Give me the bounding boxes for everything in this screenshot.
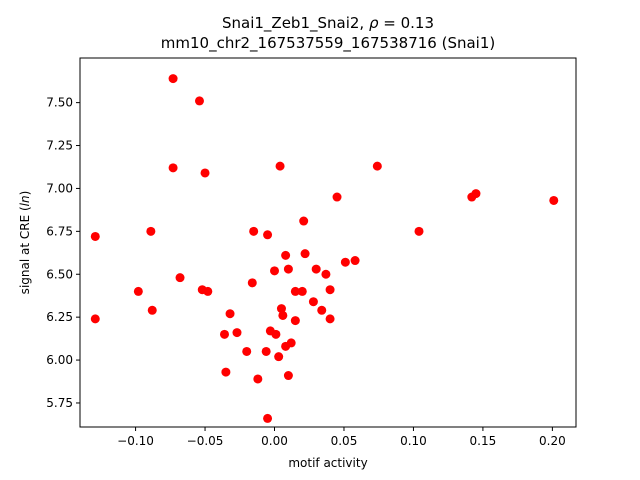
data-point (372, 161, 382, 171)
y-axis-ticks: 5.75 6.00 6.25 6.50 6.75 7.00 7.25 7.50 (46, 96, 80, 410)
x-tick-label: 0.15 (470, 434, 497, 448)
data-point (549, 195, 559, 205)
title-rho-symbol: ρ (369, 14, 379, 32)
data-point (281, 250, 291, 260)
data-point (253, 374, 263, 384)
data-point (321, 269, 331, 279)
y-label-suffix: ) (18, 191, 32, 196)
data-point (221, 367, 231, 377)
data-point (147, 305, 157, 315)
x-tick-label: −0.05 (187, 434, 224, 448)
y-tick-label: 6.75 (46, 224, 73, 238)
data-point (168, 163, 178, 173)
data-point (350, 256, 360, 266)
data-point (311, 264, 321, 274)
data-point (203, 286, 213, 296)
data-point (242, 346, 252, 356)
y-tick-label: 6.50 (46, 267, 73, 281)
data-point (133, 286, 143, 296)
x-axis-ticks: −0.10 −0.05 0.00 0.05 0.10 0.15 0.20 (117, 427, 566, 448)
data-point (263, 413, 273, 423)
data-point (297, 286, 307, 296)
data-point (325, 285, 335, 295)
plot-frame (79, 57, 577, 428)
data-point (200, 168, 210, 178)
data-point (290, 316, 300, 326)
data-point (274, 352, 284, 362)
data-point (194, 96, 204, 106)
data-point (90, 231, 100, 241)
y-label-prefix: signal at CRE ( (18, 206, 32, 294)
data-point (175, 273, 185, 283)
title-rho-value: = 0.13 (378, 14, 434, 32)
data-point (263, 230, 273, 240)
data-point (276, 304, 286, 314)
x-tick-label: −0.10 (117, 434, 154, 448)
data-point (90, 314, 100, 324)
data-point (146, 226, 156, 236)
data-point (275, 161, 285, 171)
data-point (249, 226, 259, 236)
y-tick-label: 6.25 (46, 310, 73, 324)
y-tick-label: 6.00 (46, 353, 73, 367)
data-point (308, 297, 318, 307)
data-point (270, 266, 280, 276)
data-point (247, 278, 257, 288)
y-tick-label: 5.75 (46, 396, 73, 410)
data-point (283, 371, 293, 381)
data-point (225, 309, 235, 319)
data-point (283, 264, 293, 274)
data-point (332, 192, 342, 202)
data-point (300, 249, 310, 259)
y-tick-label: 7.25 (46, 139, 73, 153)
title-prefix: Snai1_Zeb1_Snai2, (222, 14, 369, 33)
y-axis-label: signal at CRE (ln) (18, 191, 32, 295)
data-point (219, 329, 229, 339)
chart-title-line1: Snai1_Zeb1_Snai2, ρ = 0.13 (222, 14, 434, 33)
data-point (286, 338, 296, 348)
data-point (414, 226, 424, 236)
x-tick-label: 0.00 (261, 434, 288, 448)
y-tick-label: 7.50 (46, 96, 73, 110)
data-point (299, 216, 309, 226)
data-point (232, 328, 242, 338)
data-point (471, 189, 481, 199)
data-point (340, 257, 350, 267)
x-axis-label: motif activity (288, 456, 367, 470)
data-point (261, 346, 271, 356)
data-point (271, 329, 281, 339)
data-point (290, 286, 300, 296)
data-point (278, 310, 288, 320)
y-tick-label: 7.00 (46, 181, 73, 195)
data-points (90, 74, 559, 423)
x-tick-label: 0.10 (400, 434, 427, 448)
data-point (317, 305, 327, 315)
data-point (168, 74, 178, 84)
x-tick-label: 0.05 (331, 434, 358, 448)
y-label-italic: ln (18, 195, 32, 206)
x-tick-label: 0.20 (539, 434, 566, 448)
data-point (325, 314, 335, 324)
chart-title-line2: mm10_chr2_167537559_167538716 (Snai1) (161, 34, 495, 53)
